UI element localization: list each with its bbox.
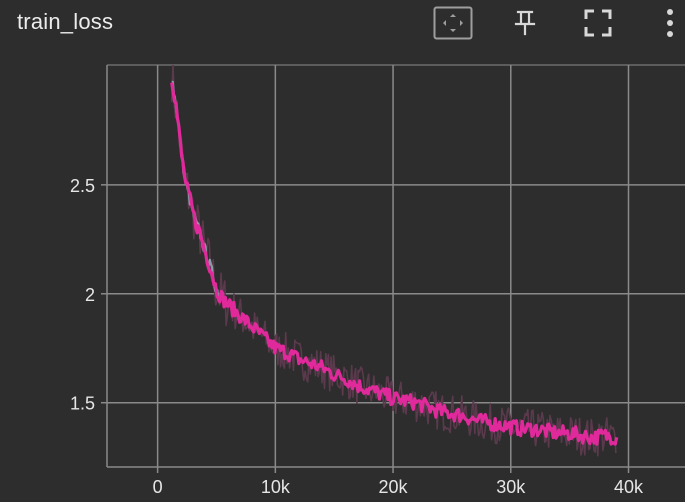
y-tick-label: 2.5 <box>70 176 95 196</box>
pin-button[interactable] <box>510 6 540 40</box>
x-tick-label: 40k <box>614 477 644 497</box>
x-tick-label: 10k <box>261 477 291 497</box>
pin-icon <box>514 10 536 36</box>
grid-lines <box>101 64 685 473</box>
fit-to-data-icon <box>433 6 473 40</box>
tick-labels: 0 10k 20k 30k 40k 1.5 2 2.5 <box>70 176 644 497</box>
fit-domain-button[interactable] <box>433 6 473 40</box>
smoothed-loss-line <box>170 82 619 446</box>
y-tick-label: 1.5 <box>70 394 95 414</box>
y-tick-label: 2 <box>85 285 95 305</box>
fullscreen-button[interactable] <box>582 6 614 40</box>
smoothed-series <box>170 82 619 446</box>
more-options-button[interactable] <box>658 6 682 40</box>
fullscreen-icon <box>584 9 612 37</box>
chart-title: train_loss <box>17 9 114 34</box>
x-tick-label: 30k <box>496 477 526 497</box>
more-vert-icon <box>667 9 673 37</box>
x-tick-label: 20k <box>379 477 409 497</box>
x-tick-label: 0 <box>153 477 163 497</box>
